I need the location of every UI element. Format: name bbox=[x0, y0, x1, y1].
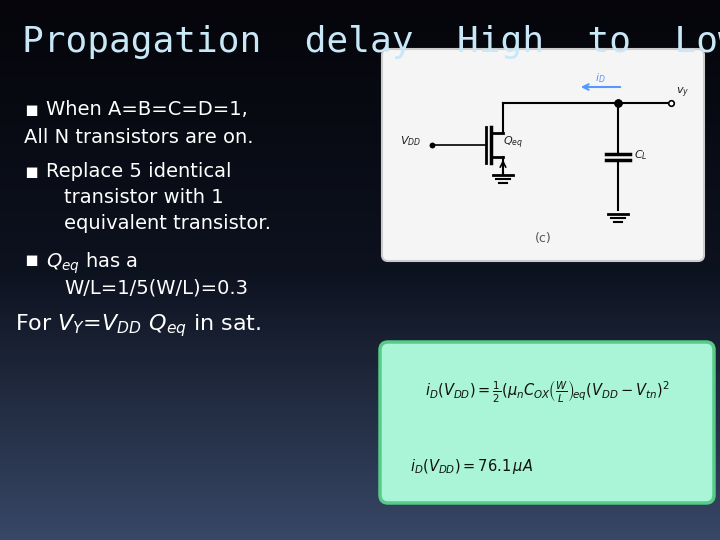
Text: ▪: ▪ bbox=[24, 250, 38, 270]
Text: W/L=1/5(W/L)=0.3: W/L=1/5(W/L)=0.3 bbox=[64, 278, 248, 297]
Text: (c): (c) bbox=[535, 232, 552, 245]
Text: $V_{DD}$: $V_{DD}$ bbox=[400, 134, 421, 148]
Text: ▪: ▪ bbox=[24, 100, 38, 120]
Text: $i_D(V_{DD})=\frac{1}{2}(\mu_n C_{OX}\left(\frac{W}{L}\right)_{\!eq}(V_{DD}-V_{t: $i_D(V_{DD})=\frac{1}{2}(\mu_n C_{OX}\le… bbox=[425, 379, 670, 405]
FancyBboxPatch shape bbox=[382, 49, 704, 261]
Text: equivalent transistor.: equivalent transistor. bbox=[64, 214, 271, 233]
Text: $C_L$: $C_L$ bbox=[634, 148, 647, 163]
FancyBboxPatch shape bbox=[380, 342, 714, 503]
Text: Propagation  delay  High  to  Low: Propagation delay High to Low bbox=[22, 25, 720, 59]
Text: $v_y$: $v_y$ bbox=[676, 86, 689, 100]
Text: $i_D$: $i_D$ bbox=[595, 71, 606, 85]
Text: ▪: ▪ bbox=[24, 162, 38, 182]
Text: Replace 5 identical: Replace 5 identical bbox=[46, 162, 232, 181]
Text: transistor with 1: transistor with 1 bbox=[64, 188, 224, 207]
Text: For $V_Y$=$V_{DD}$ $Q_{eq}$ in sat.: For $V_Y$=$V_{DD}$ $Q_{eq}$ in sat. bbox=[15, 312, 261, 339]
Text: All N transistors are on.: All N transistors are on. bbox=[24, 128, 253, 147]
Text: $Q_{eq}$: $Q_{eq}$ bbox=[503, 135, 523, 151]
Text: $i_D(V_{DD})=76.1\,\mu A$: $i_D(V_{DD})=76.1\,\mu A$ bbox=[410, 457, 534, 476]
Text: When A=B=C=D=1,: When A=B=C=D=1, bbox=[46, 100, 248, 119]
Text: $Q_{eq}$ has a: $Q_{eq}$ has a bbox=[46, 250, 138, 275]
